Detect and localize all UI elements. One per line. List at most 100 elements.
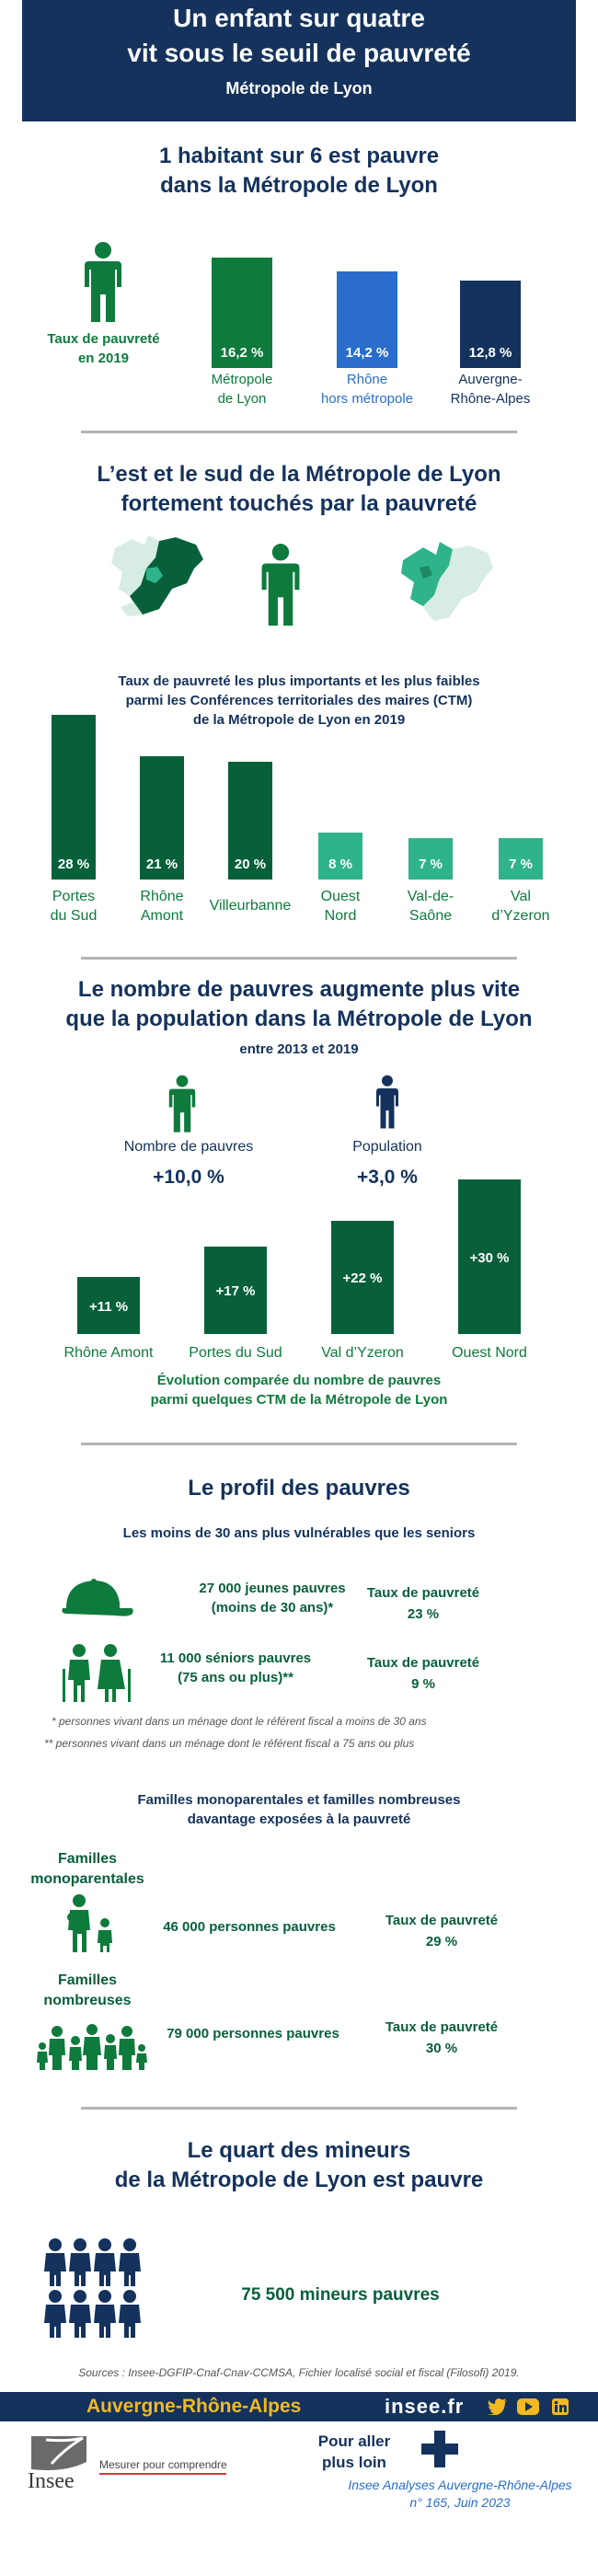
bar-value-label: 28 % [57, 856, 90, 872]
section5-title-line1: Le quart des mineurs [187, 2138, 411, 2163]
bar-category-line2: d’Yzeron [491, 908, 550, 924]
bar-category-label: Métropole de Lyon [178, 370, 306, 408]
twitter-icon[interactable] [488, 2398, 508, 2415]
child-icon [69, 2238, 91, 2286]
bar-category-line1: Val [511, 889, 531, 904]
mono-rate-value: 29 % [425, 1934, 458, 1949]
metropole-map-west-icon [396, 538, 497, 630]
caption-line2: parmi quelques CTM de la Métropole de Ly… [150, 1392, 448, 1408]
page-header: Un enfant sur quatre vit sous le seuil d… [22, 0, 576, 121]
divider [81, 1443, 517, 1445]
adult-person-icon [81, 241, 125, 324]
big-label-line2: nombreuses [43, 1993, 132, 2008]
young-rate-value: 23 % [407, 1606, 440, 1622]
bar-category-line2: Saône [408, 908, 453, 924]
poor-count-label: Nombre de pauvres [123, 1139, 254, 1155]
bar-value-label: +11 % [88, 1299, 129, 1316]
large-family-count: 79 000 personnes pauvres [167, 2026, 339, 2041]
bar: 20 % [228, 762, 272, 880]
more-info-label: Pour aller plus loin [304, 2431, 405, 2473]
big-rate-value: 30 % [425, 2041, 458, 2056]
big-label-line1: Familles [57, 1972, 118, 1988]
pub-line1: Insee Analyses Auvergne-Rhône-Alpes [348, 2478, 572, 2492]
large-family-label: Familles nombreuses [18, 1971, 156, 2011]
mono-label-line2: monoparentales [30, 1871, 144, 1887]
bar-category-label: Ouest Nord [290, 887, 391, 926]
legend-line1: Taux de pauvreté [47, 331, 160, 347]
insee-logo[interactable]: Insee [28, 2432, 90, 2493]
divider [81, 957, 517, 960]
section3-caption: Évolution comparée du nombre de pauvres … [0, 1371, 598, 1409]
section1-title-line1: 1 habitant sur 6 est pauvre [158, 144, 440, 168]
footer-region: Auvergne-Rhône-Alpes [86, 2396, 302, 2417]
youtube-icon[interactable] [517, 2398, 539, 2415]
adult-person-icon-center [258, 543, 304, 627]
bar-category-line2: du Sud [50, 908, 98, 924]
more-line1: Pour aller [317, 2432, 391, 2450]
bar-value-label: 7 % [509, 856, 533, 872]
bar-category-label: Rhône Amont [63, 1345, 154, 1361]
bar-category-line1: Rhône [346, 372, 388, 387]
mono-label-line1: Familles [57, 1851, 118, 1867]
families-title: Familles monoparentales et familles nomb… [0, 1790, 598, 1829]
more-line2: plus loin [322, 2454, 386, 2471]
bar-value-label: 14,2 % [345, 344, 389, 361]
child-icon [119, 2238, 141, 2286]
child-icon [69, 2290, 91, 2338]
bar-category-label: Ouest Nord [452, 1345, 527, 1361]
section5-title: Le quart des mineurs de la Métropole de … [0, 2136, 598, 2195]
section4-subtitle: Les moins de 30 ans plus vulnérables que… [122, 1525, 476, 1541]
tagline-underline [99, 2473, 226, 2475]
bar-category-label: Rhône hors métropole [303, 370, 431, 408]
footer-band: Auvergne-Rhône-Alpes insee.fr [0, 2392, 598, 2421]
bar-category-line2: de Lyon [217, 391, 267, 407]
bar: 28 % [52, 714, 96, 880]
bar-value-label: 8 % [328, 856, 352, 872]
senior-rate: Taux de pauvreté 9 % [340, 1652, 506, 1695]
bar-category-label: Portes du Sud [23, 887, 124, 926]
divider [81, 2107, 517, 2110]
bar-category-line1: Métropole [211, 372, 273, 387]
bar-category-label: Portes du Sud [189, 1345, 282, 1361]
linkedin-icon[interactable] [552, 2398, 569, 2415]
bar-category-line1: Portes [52, 889, 96, 904]
poor-growth-value: +10,0 % [153, 1167, 224, 1188]
insee-site-link[interactable]: insee.fr [385, 2395, 465, 2418]
header-title-line2: vit sous le seuil de pauvreté [127, 39, 471, 67]
bar-category-label: Val d’Yzeron [321, 1345, 404, 1361]
footnote-young: * personnes vivant dans un ménage dont l… [52, 1715, 427, 1728]
bar: +22 % [331, 1220, 394, 1334]
population-person-icon [374, 1075, 401, 1130]
poor-person-icon [166, 1075, 199, 1133]
footnote-senior: ** personnes vivant dans un ménage dont … [44, 1737, 415, 1750]
bar-value-label: 16,2 % [220, 344, 264, 361]
section2-title-line1: L’est et le sud de la Métropole de Lyon [97, 462, 501, 487]
publication-reference[interactable]: Insee Analyses Auvergne-Rhône-Alpes n° 1… [331, 2477, 589, 2512]
caption-line2: parmi les Conférences territoriales des … [125, 693, 473, 708]
plus-icon[interactable] [421, 2431, 458, 2472]
section2-title: L’est et le sud de la Métropole de Lyon … [0, 460, 598, 519]
young-line1: 27 000 jeunes pauvres [199, 1581, 346, 1596]
bar-category-line1: Villeurbanne [209, 898, 292, 914]
child-icon [94, 2238, 116, 2286]
young-poor-text: 27 000 jeunes pauvres (moins de 30 ans)* [180, 1579, 364, 1617]
header-subtitle: Métropole de Lyon [225, 79, 373, 98]
bar-value-label: 12,8 % [468, 344, 512, 361]
bar-category-label: Val-de- Saône [380, 887, 481, 926]
insee-logo-text: Insee [28, 2469, 75, 2493]
child-icon [44, 2238, 66, 2286]
bar-category-line2: Nord [324, 908, 357, 924]
large-family-icon [35, 2015, 147, 2076]
senior-line1: 11 000 séniors pauvres [159, 1650, 312, 1666]
bar: +17 % [204, 1246, 267, 1334]
section4-title: Le profil des pauvres [188, 1476, 410, 1501]
section3-title-line2: que la population dans la Métropole de L… [65, 1006, 533, 1031]
bar: 14,2 % [337, 270, 397, 368]
bar-category-label: Rhône Amont [111, 887, 213, 926]
bar-category-line2: Rhône-Alpes [450, 391, 531, 407]
bar: 8 % [318, 832, 362, 880]
senior-rate-value: 9 % [411, 1676, 435, 1692]
bar-value-label: 7 % [419, 856, 443, 872]
single-parent-count: 46 000 personnes pauvres [163, 1919, 336, 1935]
bar: +11 % [77, 1277, 140, 1334]
